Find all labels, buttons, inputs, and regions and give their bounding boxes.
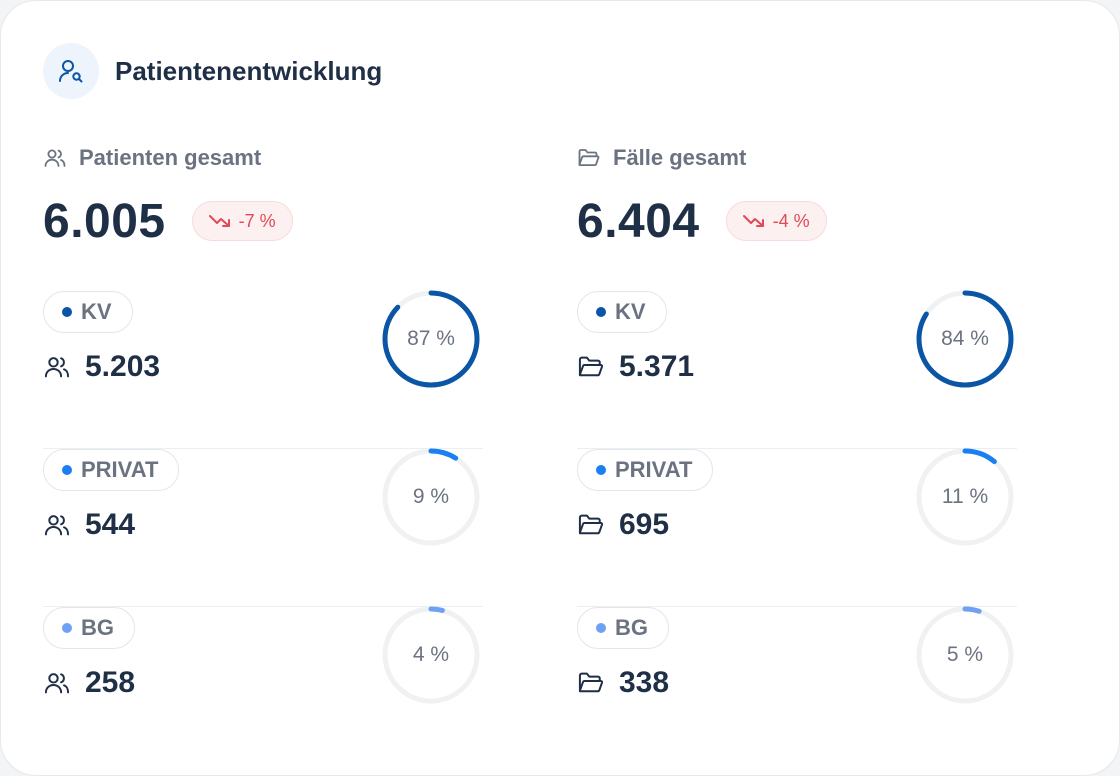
category-label: KV [615, 299, 646, 324]
breakdown-row-bg: BG 338 5 % [577, 605, 1017, 765]
donut-arc [916, 290, 1014, 388]
percent-donut: 84 % [915, 289, 1015, 389]
donut-arc [382, 290, 480, 388]
folder-icon [577, 669, 605, 697]
total-label-text: Patienten gesamt [79, 145, 262, 170]
count-value: 544 [85, 508, 136, 541]
trending-down-icon [742, 213, 765, 229]
users-icon [43, 511, 71, 539]
percent-donut: 87 % [381, 289, 481, 389]
percent-label: 87 % [407, 327, 455, 350]
percent-donut: 4 % [381, 605, 481, 705]
percent-label: 9 % [412, 485, 450, 508]
percent-donut: 9 % [381, 447, 481, 547]
count-value: 5.203 [85, 350, 161, 383]
count-value: 338 [619, 666, 670, 699]
cases-total-row: 6.404 -4 % [577, 191, 1017, 251]
category-pill: PRIVAT [43, 449, 180, 491]
donut-arc [382, 606, 480, 704]
trend-badge: -4 % [725, 201, 827, 241]
category-label: BG [615, 615, 648, 640]
trend-text: -7 % [238, 210, 276, 231]
percent-label: 84 % [941, 327, 989, 350]
count-value: 695 [619, 508, 670, 541]
percent-label: 4 % [412, 643, 450, 666]
folder-icon [577, 146, 601, 170]
legend-dot [62, 465, 72, 475]
percent-donut: 11 % [915, 447, 1015, 547]
patients-total-row: 6.005 -7 % [43, 191, 483, 251]
breakdown-row-privat: PRIVAT 695 11 % [577, 447, 1017, 607]
percent-donut: 5 % [915, 605, 1015, 705]
patients-breakdown: KV 5.203 87 % [43, 289, 483, 765]
percent-label: 5 % [946, 643, 984, 666]
category-pill: KV [43, 291, 133, 333]
count-value: 258 [85, 666, 136, 699]
users-icon [43, 669, 71, 697]
patients-total-value: 6.005 [43, 194, 166, 248]
category-label: BG [81, 615, 114, 640]
percent-label: 11 % [941, 485, 989, 508]
users-icon [43, 146, 67, 170]
legend-dot [62, 307, 72, 317]
total-label-text: Fälle gesamt [613, 145, 747, 170]
category-pill: BG [577, 607, 669, 649]
patients-total-label: Patienten gesamt [43, 141, 483, 175]
count: 5.203 [43, 347, 160, 387]
count: 338 [577, 663, 669, 703]
cases-total-value: 6.404 [577, 194, 700, 248]
category-pill: PRIVAT [577, 449, 714, 491]
cases-breakdown: KV 5.371 84 % [577, 289, 1017, 765]
folder-icon [577, 511, 605, 539]
folder-icon [577, 353, 605, 381]
category-label: PRIVAT [81, 457, 159, 482]
cases-column: Fälle gesamt 6.404 -4 % KV [577, 141, 1017, 765]
count: 544 [43, 505, 135, 545]
count: 5.371 [577, 347, 694, 387]
donut-arc [916, 606, 1014, 704]
legend-dot [596, 465, 606, 475]
breakdown-row-kv: KV 5.371 84 % [577, 289, 1017, 449]
trending-down-icon [208, 213, 231, 229]
donut-arc [382, 448, 480, 546]
trend-text: -4 % [772, 210, 810, 231]
trend-badge: -7 % [191, 201, 293, 241]
user-search-icon [43, 43, 99, 99]
users-icon [43, 353, 71, 381]
category-pill: KV [577, 291, 667, 333]
category-pill: BG [43, 607, 135, 649]
breakdown-row-kv: KV 5.203 87 % [43, 289, 483, 449]
category-label: KV [81, 299, 112, 324]
category-label: PRIVAT [615, 457, 693, 482]
legend-dot [62, 623, 72, 633]
legend-dot [596, 623, 606, 633]
count: 258 [43, 663, 135, 703]
card-header: Patientenentwicklung [43, 43, 382, 99]
count: 695 [577, 505, 669, 545]
legend-dot [596, 307, 606, 317]
donut-arc [916, 448, 1014, 546]
breakdown-row-privat: PRIVAT 544 9 % [43, 447, 483, 607]
card-title: Patientenentwicklung [115, 55, 383, 86]
cases-total-label: Fälle gesamt [577, 141, 1017, 175]
count-value: 5.371 [619, 350, 695, 383]
breakdown-row-bg: BG 258 4 % [43, 605, 483, 765]
patients-column: Patienten gesamt 6.005 -7 % KV [43, 141, 483, 765]
